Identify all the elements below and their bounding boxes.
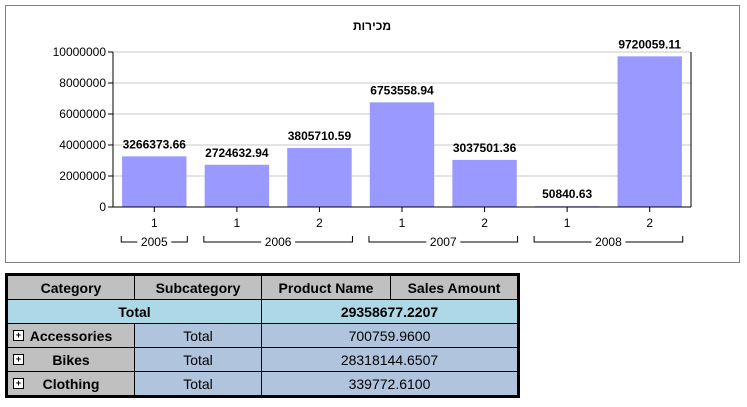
y-tick-label: 8000000	[59, 76, 106, 90]
category-label: Accessories	[29, 327, 113, 344]
subcategory-cell: Total	[134, 371, 262, 396]
chart-canvas: מכירות 0 2000000 4000000 6000000 8000000 1000…	[53, 19, 692, 249]
group-bracket	[203, 236, 262, 243]
group-bracket	[120, 236, 138, 243]
amount-cell: 28318144.6507	[261, 347, 518, 372]
data-label: 3805710.59	[288, 129, 352, 143]
x-tick-label: 1	[234, 216, 241, 230]
bars	[122, 56, 682, 208]
bar	[204, 164, 270, 207]
group-label: 2008	[595, 235, 622, 249]
header-product-name[interactable]: Product Name	[261, 275, 391, 300]
header-subcategory[interactable]: Subcategory	[134, 275, 262, 300]
amount-cell: 700759.9600	[261, 323, 518, 348]
x-tick-label: 1	[151, 216, 158, 230]
data-label: 50840.63	[542, 187, 592, 201]
bar	[122, 156, 187, 207]
data-label: 3266373.66	[123, 137, 187, 151]
table-row: + Accessories Total 700759.9600	[7, 323, 518, 348]
category-cell: + Clothing	[7, 371, 135, 396]
grand-total-value: 29358677.2207	[261, 299, 518, 324]
amount-cell: 339772.6100	[261, 371, 518, 396]
y-tick-label: 4000000	[59, 138, 106, 152]
value-labels: 3266373.66 2724632.94 3805710.59 6753558.94…	[123, 37, 682, 201]
category-label: Clothing	[42, 375, 100, 392]
category-label: Bikes	[52, 351, 90, 368]
x-tick-label: 1	[564, 216, 571, 230]
expand-icon[interactable]: +	[13, 354, 24, 365]
y-tick-label: 10000000	[53, 45, 107, 59]
expand-icon[interactable]: +	[13, 378, 24, 389]
y-tick-label: 2000000	[59, 169, 106, 183]
bar	[287, 148, 352, 207]
group-bracket	[625, 236, 684, 243]
y-tick-label: 0	[99, 200, 106, 214]
bar	[452, 159, 517, 207]
group-bracket	[368, 236, 427, 243]
subcategory-cell: Total	[134, 347, 262, 372]
bar	[617, 56, 682, 208]
group-label: 2005	[141, 235, 168, 249]
sales-matrix: Category Subcategory Product Name Sales …	[5, 273, 520, 398]
header-sales-amount[interactable]: Sales Amount	[390, 275, 518, 300]
data-label: 6753558.94	[370, 83, 434, 97]
group-label: 2007	[430, 235, 457, 249]
group-bracket	[460, 236, 519, 243]
total-label: Total	[7, 299, 262, 324]
x-tick-label: 2	[646, 216, 653, 230]
sales-chart: מכירות 0 2000000 4000000 6000000 8000000 1000…	[5, 5, 740, 263]
axes: 0 2000000 4000000 6000000 8000000 10000000 1 1 2…	[53, 45, 692, 249]
data-label: 9720059.11	[618, 37, 681, 51]
group-bracket	[533, 236, 592, 243]
y-tick-label: 6000000	[59, 107, 106, 121]
subcategory-cell: Total	[134, 323, 262, 348]
group-bracket	[171, 236, 188, 243]
group-label: 2006	[265, 235, 292, 249]
bar	[369, 102, 435, 207]
table-row: + Bikes Total 28318144.6507	[7, 347, 518, 372]
category-cell: + Accessories	[7, 323, 135, 348]
data-label: 2724632.94	[205, 146, 269, 160]
x-tick-label: 1	[399, 216, 406, 230]
expand-icon[interactable]: +	[13, 330, 24, 341]
header-category[interactable]: Category	[7, 275, 135, 300]
chart-title: מכירות	[353, 19, 391, 33]
category-cell: + Bikes	[7, 347, 135, 372]
table-row: + Clothing Total 339772.6100	[7, 371, 518, 396]
x-tick-label: 2	[481, 216, 488, 230]
x-tick-label: 2	[316, 216, 323, 230]
data-label: 3037501.36	[453, 141, 517, 155]
group-bracket	[295, 236, 353, 243]
